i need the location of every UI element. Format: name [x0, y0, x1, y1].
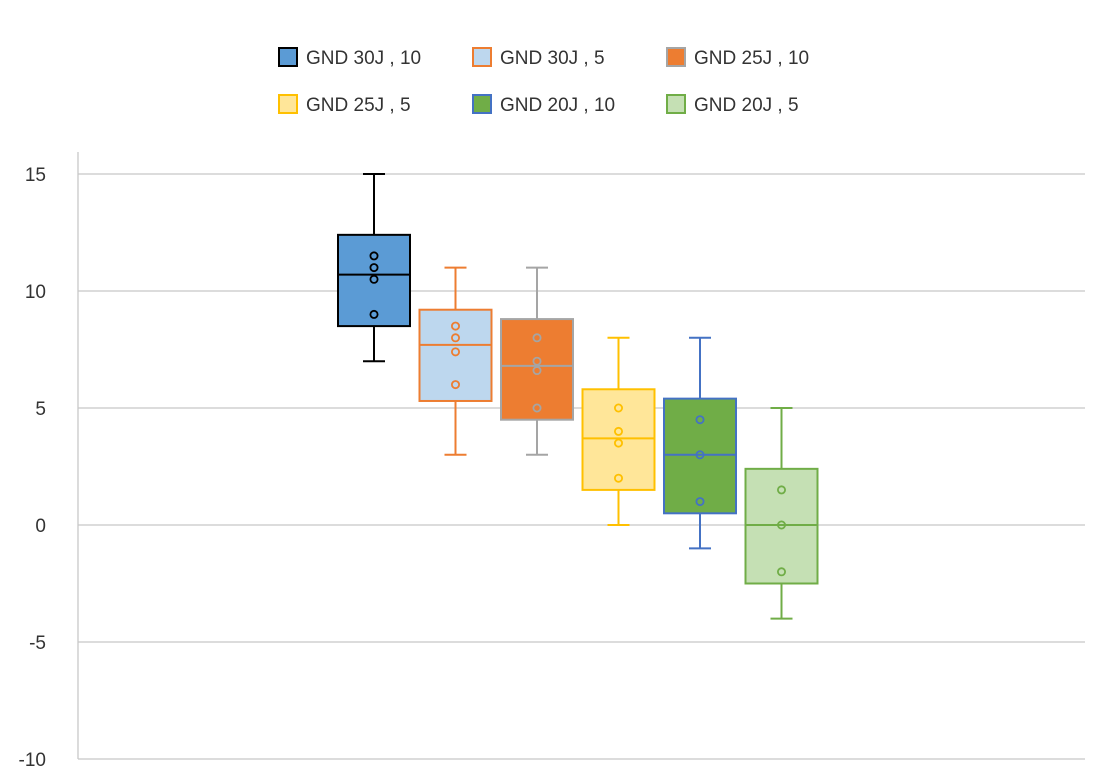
data-point: [777, 485, 787, 495]
data-point: [532, 403, 542, 413]
data-point: [450, 380, 460, 390]
y-tick-label: -5: [29, 633, 46, 654]
data-point: [450, 347, 460, 357]
box-2: [418, 266, 493, 456]
data-point: [450, 333, 460, 343]
data-point: [777, 520, 787, 530]
data-point: [369, 274, 379, 284]
boxes: [337, 173, 819, 620]
iqr-box: [500, 318, 574, 421]
data-point: [369, 309, 379, 319]
y-tick-label: 15: [25, 165, 46, 186]
legend-item: GND 25J , 5: [278, 94, 411, 116]
legend-label: GND 25J , 10: [694, 48, 809, 69]
iqr-box: [744, 467, 819, 585]
legend-label: GND 25J , 5: [306, 95, 411, 116]
legend-item: GND 20J , 10: [472, 94, 615, 116]
data-point: [777, 567, 787, 577]
legend-label: GND 30J , 10: [306, 48, 421, 69]
data-point: [532, 366, 542, 376]
data-point: [532, 333, 542, 343]
data-point: [695, 450, 705, 460]
legend-swatch: [278, 47, 298, 67]
y-tick-label: 0: [35, 516, 46, 537]
data-point: [369, 251, 379, 261]
data-point: [695, 415, 705, 425]
legend-item: GND 30J , 10: [278, 47, 421, 69]
legend: GND 30J , 10 GND 30J , 5 GND 25J , 10 GND 2…: [278, 47, 809, 116]
data-point: [614, 403, 624, 413]
iqr-box: [663, 397, 737, 515]
legend-swatch: [472, 94, 492, 114]
data-point: [695, 497, 705, 507]
legend-swatch: [472, 47, 492, 67]
legend-label: GND 20J , 10: [500, 95, 615, 116]
legend-swatch: [666, 94, 686, 114]
y-tick-label: -10: [19, 750, 46, 771]
legend-label: GND 30J , 5: [500, 48, 605, 69]
data-point: [614, 426, 624, 436]
box-1: [337, 173, 411, 363]
box-5: [663, 336, 737, 550]
iqr-box: [337, 233, 411, 328]
data-point: [614, 473, 624, 483]
legend-swatch: [666, 47, 686, 67]
box-6: [744, 407, 819, 620]
data-point: [450, 321, 460, 331]
legend-swatch: [278, 94, 298, 114]
y-tick-label: 5: [35, 399, 46, 420]
box-3: [500, 266, 574, 456]
data-point: [369, 263, 379, 273]
y-axis: 15 10 5 0 -5 -10: [19, 152, 79, 771]
legend-label: GND 20J , 5: [694, 95, 799, 116]
legend-item: GND 30J , 5: [472, 47, 605, 69]
y-tick-label: 10: [25, 282, 46, 303]
box-4: [581, 336, 656, 526]
data-point: [532, 356, 542, 366]
legend-item: GND 25J , 10: [666, 47, 809, 69]
data-point: [614, 438, 624, 448]
legend-item: GND 20J , 5: [666, 94, 799, 116]
